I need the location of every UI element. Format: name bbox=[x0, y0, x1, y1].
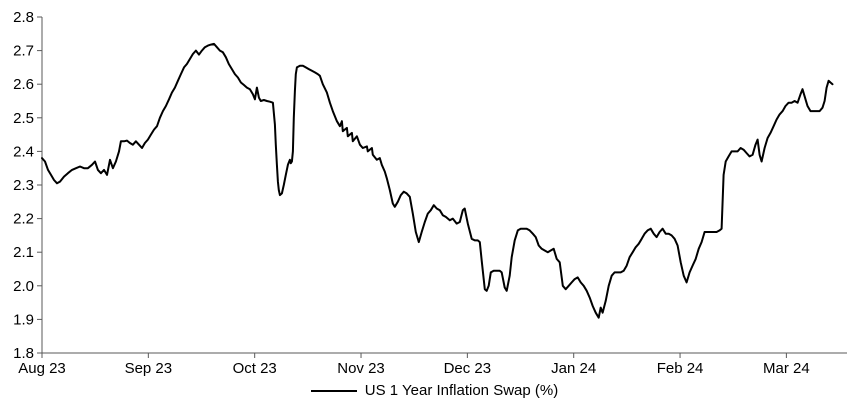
y-tick-label: 1.9 bbox=[13, 311, 34, 328]
y-tick-label: 1.8 bbox=[13, 345, 34, 362]
x-tick-label: Sep 23 bbox=[125, 360, 173, 377]
line-chart-svg: 1.8 1.9 2.0 2.1 2.2 2.3 2.4 2.5 2.6 2.7 2.8 Aug 23 S… bbox=[13, 9, 847, 377]
x-tick-label: Nov 23 bbox=[337, 360, 385, 377]
x-tick-label: Mar 24 bbox=[763, 360, 810, 377]
y-tick-label: 2.6 bbox=[13, 76, 34, 93]
y-tick-label: 2.4 bbox=[13, 143, 34, 160]
x-tick-label: Aug 23 bbox=[18, 360, 66, 377]
x-tick-label: Oct 23 bbox=[233, 360, 277, 377]
y-tick-label: 2.3 bbox=[13, 177, 34, 194]
y-tick-label: 2.2 bbox=[13, 211, 34, 228]
legend-line-sample bbox=[310, 389, 357, 392]
y-tick-label: 2.8 bbox=[13, 9, 34, 26]
y-tick-label: 2.5 bbox=[13, 110, 34, 127]
y-tick-label: 2.0 bbox=[13, 278, 34, 295]
series-line bbox=[41, 42, 834, 319]
legend: US 1 Year Inflation Swap (%) bbox=[0, 382, 853, 399]
y-tick-label: 2.1 bbox=[13, 244, 34, 261]
x-tick-label: Dec 23 bbox=[444, 360, 492, 377]
legend-label: US 1 Year Inflation Swap (%) bbox=[364, 382, 559, 399]
x-tick-label: Jan 24 bbox=[551, 360, 596, 377]
y-tick-label: 2.7 bbox=[13, 43, 34, 60]
x-tick-label: Feb 24 bbox=[657, 360, 704, 377]
